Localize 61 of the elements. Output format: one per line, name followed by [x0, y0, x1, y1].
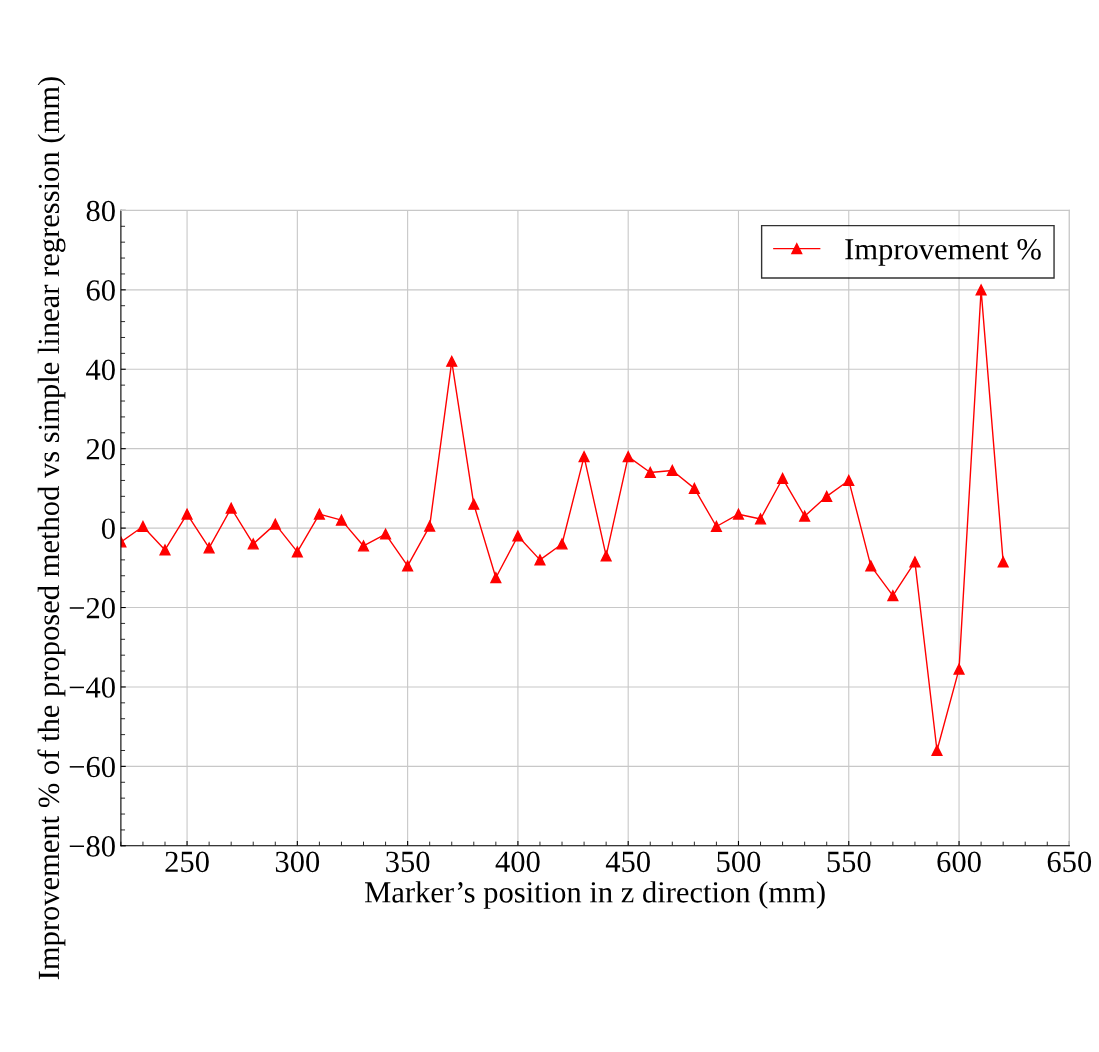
x-axis-title: Marker’s position in z direction (mm) [365, 881, 825, 909]
point [181, 508, 193, 520]
x-tick-label: 650 [1047, 851, 1092, 873]
point [380, 528, 392, 540]
point [402, 560, 414, 572]
x-tick-label: 350 [386, 851, 430, 873]
point [600, 550, 612, 562]
point [137, 520, 149, 533]
point [754, 513, 767, 525]
point [468, 498, 480, 510]
y-tick-label: −20 [69, 597, 115, 619]
point [225, 502, 237, 514]
point [710, 520, 722, 533]
point [446, 355, 458, 367]
point [997, 556, 1009, 568]
x-tick-label: 400 [495, 851, 540, 873]
x-tick-label: 250 [165, 851, 209, 873]
point [291, 546, 303, 558]
point [622, 451, 634, 463]
point [688, 482, 700, 494]
x-tick-label: 300 [275, 851, 320, 873]
y-tick-label: −80 [69, 836, 115, 857]
point [821, 490, 833, 502]
y-tick-label: 40 [86, 359, 115, 381]
x-tick-label: 500 [717, 851, 761, 873]
y-tick-label: 0 [101, 518, 115, 540]
point [490, 572, 502, 584]
point [269, 518, 281, 530]
point [909, 556, 921, 568]
point [887, 590, 899, 602]
point [666, 464, 678, 477]
x-tick-label: 450 [605, 851, 650, 873]
y-tick-label: 20 [86, 438, 115, 460]
y-tick-label: −60 [69, 756, 115, 778]
point [799, 510, 811, 522]
y-tick-label: 80 [86, 200, 115, 222]
point [159, 544, 171, 556]
legend-label: Improvement % [845, 238, 1041, 266]
point [578, 451, 590, 463]
point [975, 284, 987, 296]
point [865, 560, 877, 572]
point [953, 663, 965, 675]
point [335, 514, 348, 526]
point [424, 520, 436, 532]
point [732, 508, 745, 520]
y-tick-label: −40 [69, 677, 115, 698]
point [357, 540, 370, 552]
point [247, 538, 259, 550]
point [644, 466, 656, 479]
y-axis-title: Improvement % of the proposed method vs simple linear regression (mm) [37, 77, 66, 980]
point [313, 508, 325, 520]
point [931, 744, 943, 757]
x-tick-label: 550 [827, 851, 871, 873]
point [843, 474, 855, 487]
point [203, 542, 215, 554]
point [534, 554, 546, 566]
point [556, 538, 568, 550]
x-tick-label: 600 [937, 851, 981, 873]
y-tick-label: 60 [86, 280, 115, 301]
point [512, 530, 524, 542]
point [777, 472, 789, 485]
